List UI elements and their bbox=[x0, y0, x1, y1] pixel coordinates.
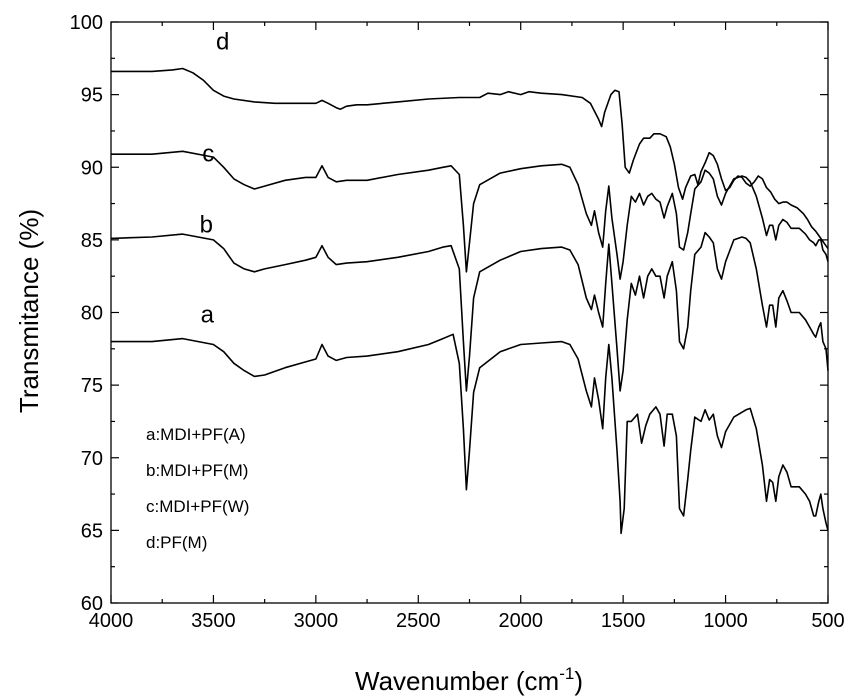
y-tick-label: 70 bbox=[81, 448, 103, 470]
y-tick-label: 95 bbox=[81, 85, 103, 107]
x-tick-label: 3000 bbox=[294, 610, 339, 632]
curve-label-d: d bbox=[216, 29, 229, 56]
legend-entry: a:MDI+PF(A) bbox=[146, 425, 246, 444]
y-tick-label: 100 bbox=[70, 12, 103, 34]
x-axis-title-superscript: -1 bbox=[559, 664, 574, 683]
x-axis-title-close: ) bbox=[574, 666, 583, 696]
x-axis-ticks: 4000 3500 3000 2500 2000 1500 1000 500 bbox=[89, 22, 845, 632]
curve-label-b: b bbox=[200, 212, 213, 239]
x-axis-title-text: Wavenumber (cm bbox=[355, 666, 559, 696]
y-tick-label: 75 bbox=[81, 375, 103, 397]
legend-entry: d:PF(M) bbox=[146, 533, 207, 552]
y-tick-label: 60 bbox=[81, 593, 103, 615]
y-tick-label: 90 bbox=[81, 157, 103, 179]
y-tick-label: 85 bbox=[81, 230, 103, 252]
x-axis-title: Wavenumber (cm-1) bbox=[355, 664, 583, 696]
x-tick-label: 500 bbox=[811, 610, 844, 632]
x-tick-label: 3500 bbox=[191, 610, 236, 632]
x-tick-label: 1500 bbox=[601, 610, 646, 632]
legend-entry: c:MDI+PF(W) bbox=[146, 497, 249, 516]
y-tick-label: 80 bbox=[81, 303, 103, 325]
x-tick-label: 4000 bbox=[89, 610, 134, 632]
legend-entry: b:MDI+PF(M) bbox=[146, 461, 248, 480]
y-axis-ticks: 60 65 70 75 80 85 90 95 100 bbox=[70, 12, 828, 615]
x-tick-label: 2000 bbox=[498, 610, 543, 632]
series-group bbox=[110, 67, 829, 535]
x-tick-label: 2500 bbox=[396, 610, 441, 632]
series-line-b bbox=[110, 231, 829, 392]
y-axis-title: Transmitance (%) bbox=[14, 209, 44, 413]
curve-label-a: a bbox=[201, 302, 215, 329]
series-line-a bbox=[111, 333, 829, 535]
y-tick-label: 65 bbox=[81, 520, 103, 542]
series-line-c bbox=[111, 150, 829, 280]
legend: a:MDI+PF(A) b:MDI+PF(M) c:MDI+PF(W) d:PF(M) bbox=[146, 425, 249, 552]
curve-label-c: c bbox=[202, 140, 214, 167]
x-tick-label: 1000 bbox=[703, 610, 748, 632]
series-line-d bbox=[111, 67, 829, 250]
curve-labels: a b c d bbox=[200, 29, 230, 329]
